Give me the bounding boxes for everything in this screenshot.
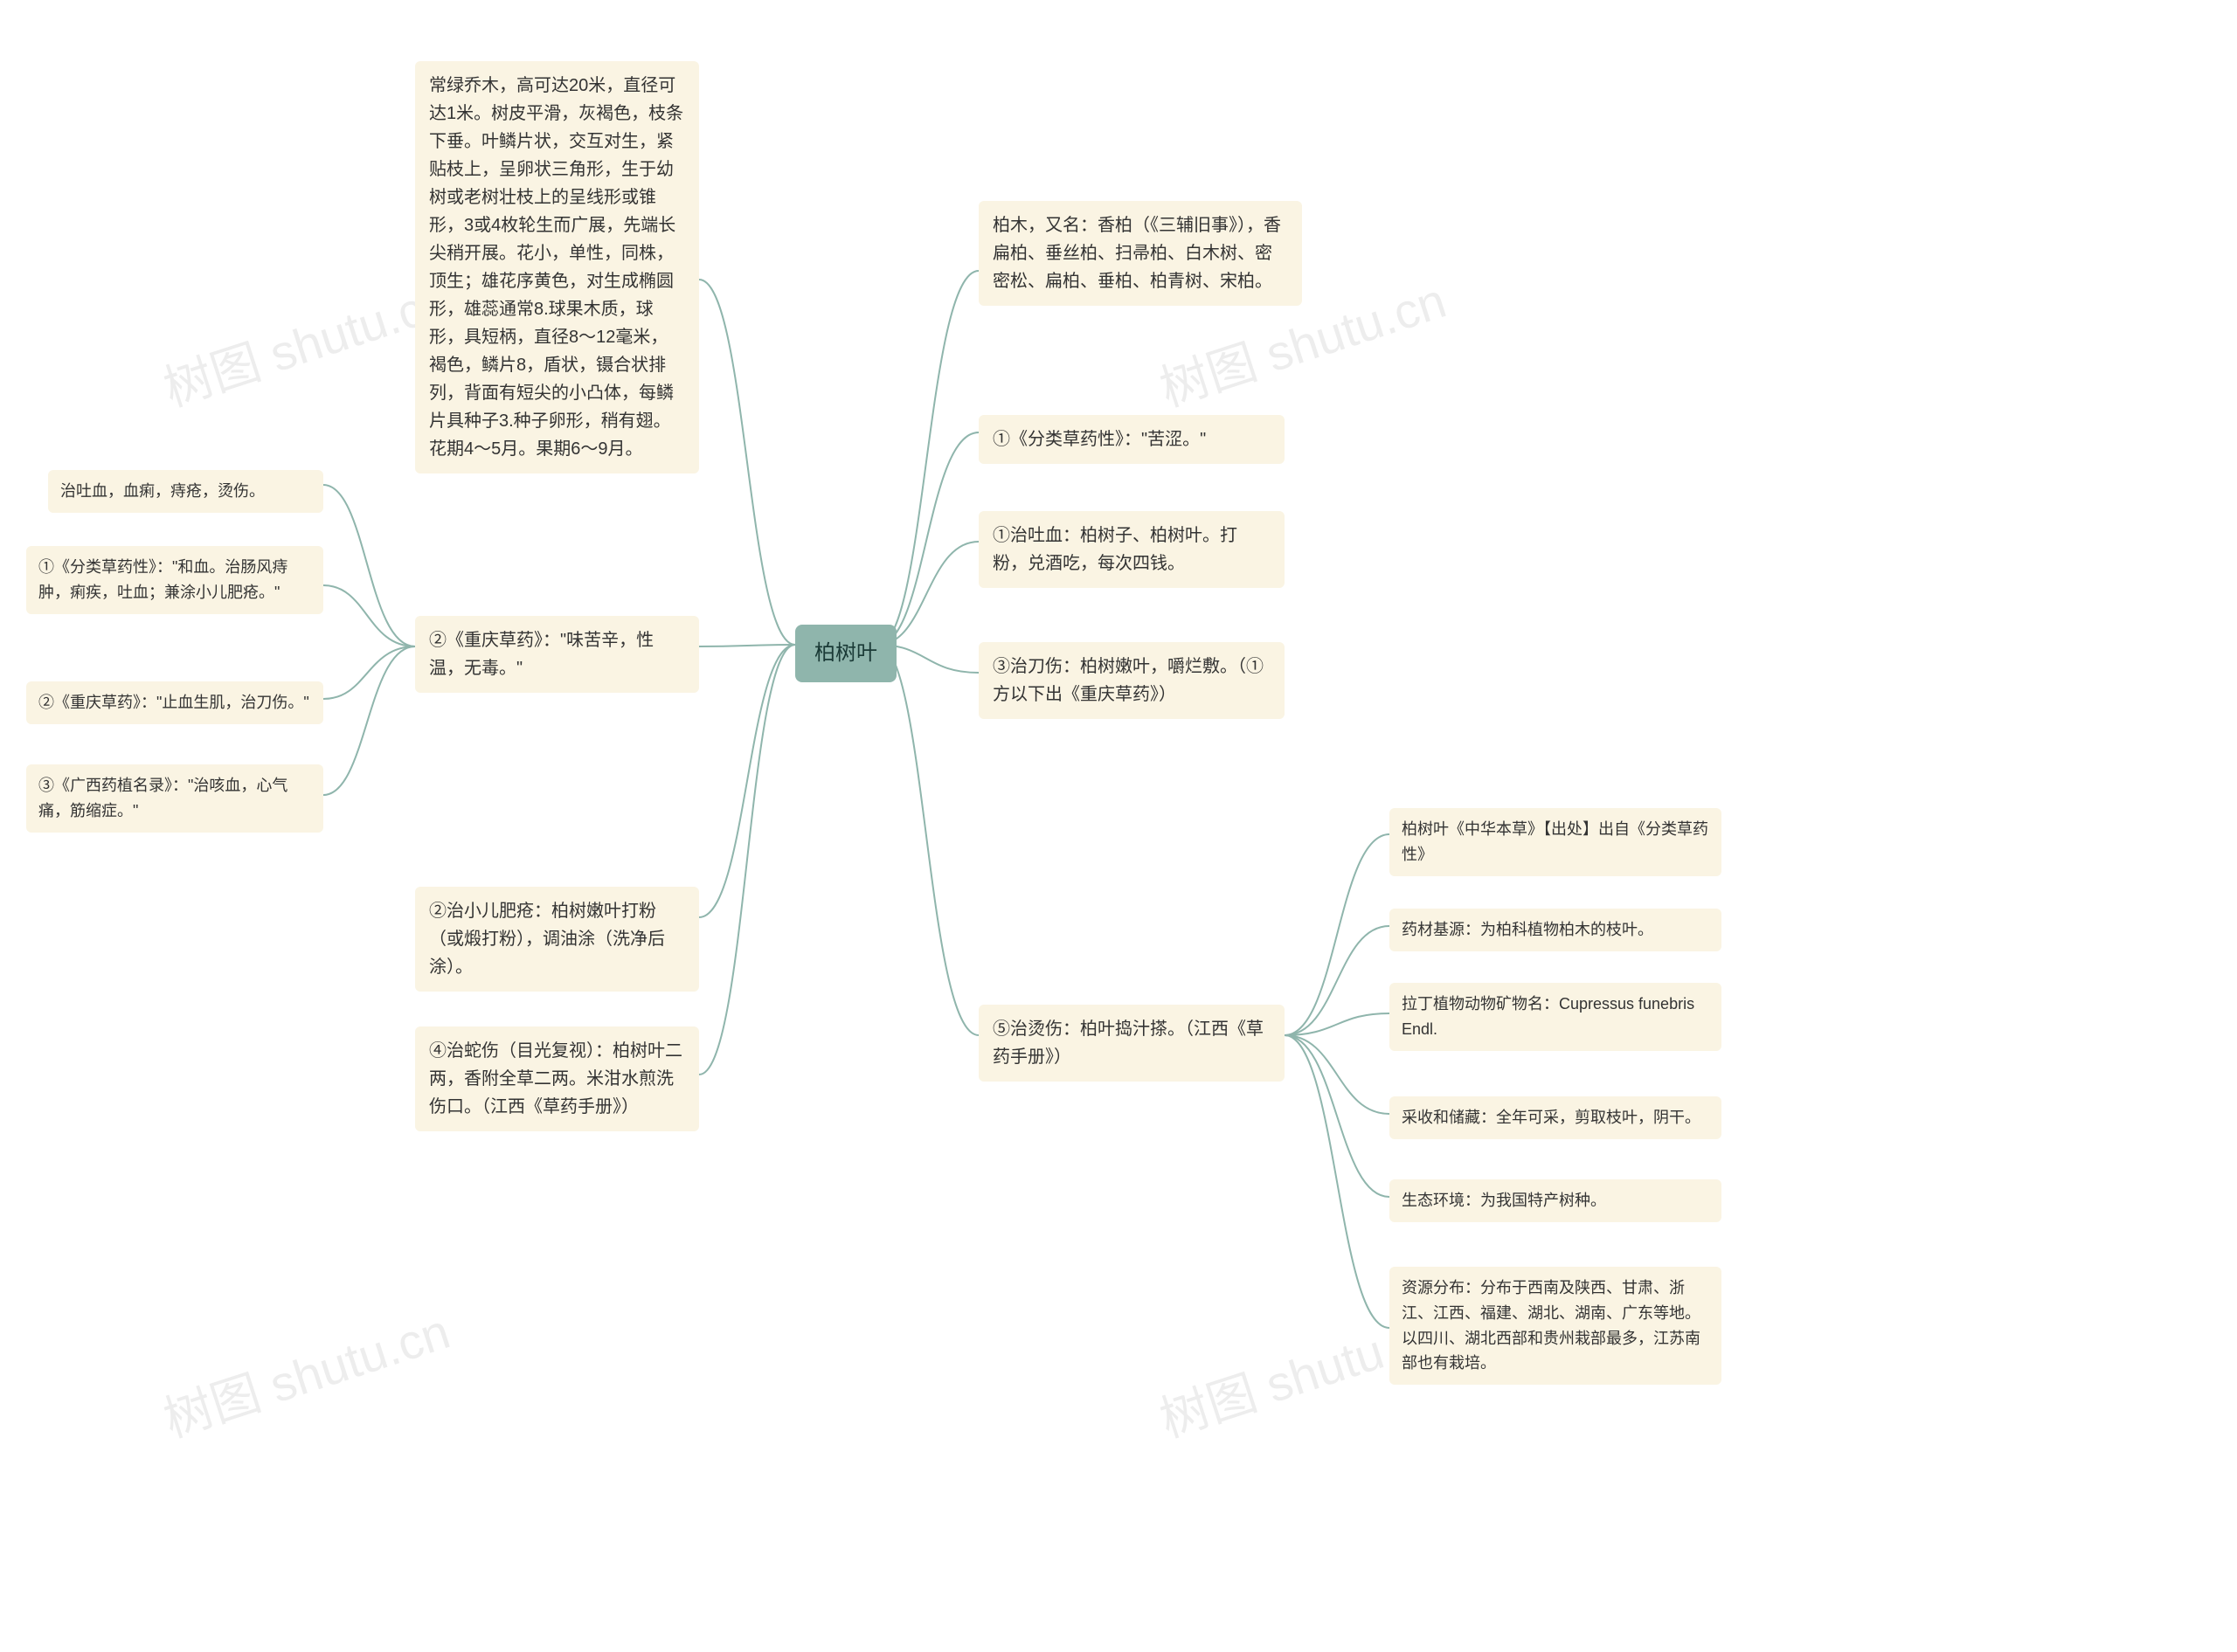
left-node-4: ④治蛇伤（目光复视）：柏树叶二两，香附全草二两。米泔水煎洗伤口。（江西《草药手册… xyxy=(415,1026,699,1131)
right-node-5-child-6: 资源分布：分布于西南及陕西、甘肃、浙江、江西、福建、湖北、湖南、广东等地。以四川… xyxy=(1389,1267,1721,1385)
right-node-1: 柏木，又名：香柏（《三辅旧事》），香扁柏、垂丝柏、扫帚柏、白木树、密密松、扁柏、… xyxy=(979,201,1302,306)
left-node-2-child-4: ③《广西药植名录》："治咳血，心气痛，筋缩症。" xyxy=(26,764,323,833)
right-node-5-child-1: 柏树叶《中华本草》【出处】出自《分类草药性》 xyxy=(1389,808,1721,876)
right-node-5-child-5: 生态环境：为我国特产树种。 xyxy=(1389,1179,1721,1222)
right-node-5: ⑤治烫伤：柏叶捣汁搽。（江西《草药手册》） xyxy=(979,1005,1285,1082)
left-node-2-child-1: 治吐血，血痢，痔疮，烫伤。 xyxy=(48,470,323,513)
right-node-5-child-3: 拉丁植物动物矿物名：Cupressus funebris Endl. xyxy=(1389,983,1721,1051)
left-node-1: 常绿乔木，高可达20米，直径可达1米。树皮平滑，灰褐色，枝条下垂。叶鳞片状，交互… xyxy=(415,61,699,473)
right-node-5-child-2: 药材基源：为柏科植物柏木的枝叶。 xyxy=(1389,909,1721,951)
watermark: 树图 shutu.cn xyxy=(154,1293,458,1452)
right-node-2: ①《分类草药性》："苦涩。" xyxy=(979,415,1285,464)
left-node-2-child-3: ②《重庆草药》："止血生肌，治刀伤。" xyxy=(26,681,323,724)
left-node-2: ②《重庆草药》："味苦辛，性温，无毒。" xyxy=(415,616,699,693)
left-node-3: ②治小儿肥疮：柏树嫩叶打粉（或煅打粉），调油涂（洗净后涂）。 xyxy=(415,887,699,992)
right-node-5-child-4: 采收和储藏：全年可采，剪取枝叶，阴干。 xyxy=(1389,1096,1721,1139)
left-node-2-child-2: ①《分类草药性》："和血。治肠风痔肿，痢疾，吐血；兼涂小儿肥疮。" xyxy=(26,546,323,614)
right-node-4: ③治刀伤：柏树嫩叶，嚼烂敷。（①方以下出《重庆草药》） xyxy=(979,642,1285,719)
right-node-3: ①治吐血：柏树子、柏树叶。打粉，兑酒吃，每次四钱。 xyxy=(979,511,1285,588)
watermark: 树图 shutu.cn xyxy=(154,262,458,421)
center-node: 柏树叶 xyxy=(795,625,897,682)
